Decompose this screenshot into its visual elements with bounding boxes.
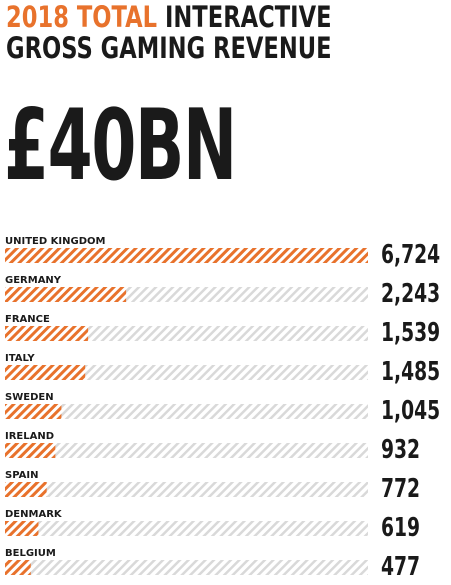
bar [5,521,39,536]
bar [5,404,62,419]
value-label: 619 [381,513,420,543]
bar [5,287,127,302]
value-label: 6,724 [381,240,440,270]
bar-track [5,443,368,458]
category-label: SWEDEN [5,392,54,403]
value-label: 2,243 [381,279,440,309]
value-label: 477 [381,552,420,582]
value-label: 1,045 [381,396,440,426]
bar [5,482,47,497]
title-line-2: GROSS GAMING REVENUE [6,31,332,65]
value-label: 1,539 [381,318,440,348]
category-label: GERMANY [5,275,62,286]
bar-track [5,560,368,575]
bar [5,248,368,263]
chart-title: 2018 TOTAL INTERACTIVE GROSS GAMING REVE… [6,2,332,64]
category-label: ITALY [5,353,35,364]
title-accent: 2018 TOTAL [6,0,158,34]
category-label: DENMARK [5,509,63,520]
value-label: 1,485 [381,357,440,387]
bar [5,560,31,575]
bar-track [5,521,368,536]
bars-group: UNITED KINGDOM 6,724 GERMANY 2,243 FRANCE 1,5… [5,236,440,582]
bar [5,326,89,341]
bar [5,365,86,380]
category-label: BELGIUM [5,548,56,559]
category-label: SPAIN [5,470,38,481]
bar [5,443,56,458]
bar-track [5,326,368,341]
value-label: 932 [381,435,420,465]
bar-track [5,404,368,419]
title-rest: INTERACTIVE [157,0,332,34]
total-revenue-headline: £40BN [4,89,237,203]
bar-track [5,482,368,497]
bar-track [5,365,368,380]
value-label: 772 [381,474,420,504]
title-line-1: 2018 TOTAL INTERACTIVE [6,2,332,33]
category-label: IRELAND [5,431,54,442]
category-label: UNITED KINGDOM [5,236,105,247]
category-label: FRANCE [5,314,50,325]
